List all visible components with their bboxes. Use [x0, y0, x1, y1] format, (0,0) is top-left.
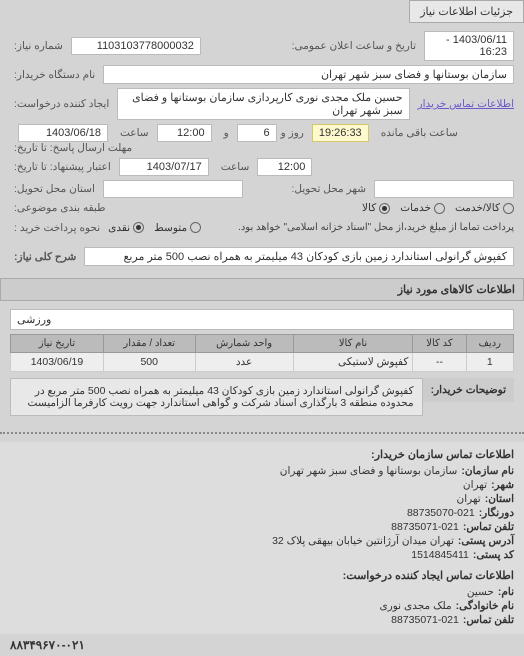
cell: 1403/06/19 [11, 353, 104, 372]
col-code: کد کالا [413, 335, 466, 353]
cell: -- [413, 353, 466, 372]
need-desc-field: کفپوش گرانولی استاندارد زمین بازی کودکان… [84, 247, 514, 266]
contact-buyer-link[interactable]: اطلاعات تماس خریدار [418, 98, 514, 110]
phone2-label: تلفن تماس: [463, 614, 514, 626]
radio-cash[interactable]: نقدی [108, 222, 144, 234]
buyer-org-label: نام دستگاه خریدار: [14, 69, 95, 81]
contact-org-title: اطلاعات تماس سازمان خریدار: [10, 448, 514, 461]
payment-label: نحوه پرداخت خرید : [14, 222, 100, 234]
c-province: تهران [457, 493, 481, 505]
radio-kala[interactable]: کالا [362, 202, 390, 214]
request-no-label: شماره نیاز: [14, 40, 63, 52]
phone: 88735071-021 [391, 521, 459, 533]
col-qty: تعداد / مقدار [103, 335, 195, 353]
radio-medium[interactable]: متوسط [154, 222, 201, 234]
c-city: تهران [463, 479, 487, 491]
province-label: استان محل تحویل: [14, 183, 95, 195]
announce-label: تاریخ و ساعت اعلان عمومی: [292, 40, 416, 52]
buyer-org-field: سازمان بوستانها و فضای سبز شهر تهران [103, 65, 514, 84]
cell: کفپوش لاستیکی [293, 353, 413, 372]
postal: 1514845411 [411, 549, 469, 561]
offer-label: اعتبار پیشنهاد: تا تاریخ: [14, 161, 111, 173]
province-field [103, 180, 243, 198]
address: تهران میدان آرژانتین خیابان بیهقی پلاک 3… [272, 535, 454, 547]
c-city-label: شهر: [491, 479, 514, 491]
family: ملک مجدی نوری [379, 600, 451, 612]
cell: 1 [466, 353, 513, 372]
col-date: تاریخ نیاز [11, 335, 104, 353]
buyer-desc-label: توضیحات خریدار: [423, 378, 514, 402]
family-label: نام خانوادگی: [456, 600, 514, 612]
time-label-1: ساعت [120, 127, 149, 139]
col-row: ردیف [466, 335, 513, 353]
divider [0, 432, 524, 434]
requester-label: ایجاد کننده درخواست: [14, 98, 109, 110]
deadline-date: 1403/06/18 [18, 124, 108, 142]
postal-label: کد پستی: [473, 549, 514, 561]
goods-header: اطلاعات کالاهای مورد نیاز [0, 278, 524, 301]
city-field [374, 180, 514, 198]
request-no-field: 1103103778000032 [71, 37, 201, 55]
goods-table: ردیف کد کالا نام کالا واحد شمارش تعداد /… [10, 334, 514, 372]
table-row[interactable]: 1 -- کفپوش لاستیکی عدد 500 1403/06/19 [11, 353, 514, 372]
footer-phone: ۸۸۳۴۹۶۷۰-۰۲۱ [0, 634, 524, 656]
c-province-label: استان: [485, 493, 514, 505]
deadline-label: مهلت ارسال پاسخ: تا تاریخ: [14, 142, 132, 154]
city-label: شهر محل تحویل: [291, 183, 366, 195]
cell: 500 [103, 353, 195, 372]
col-unit: واحد شمارش [195, 335, 293, 353]
deadline-time: 12:00 [157, 124, 212, 142]
time-label-2: ساعت [221, 161, 250, 173]
radio-kala-khadamat[interactable]: کالا/خدمت [455, 202, 514, 214]
days-remaining: 6 [237, 124, 277, 142]
name-label: نام: [498, 586, 514, 598]
category-radio-group: کالا/خدمت خدمات کالا [362, 202, 514, 214]
details-tab[interactable]: جزئیات اطلاعات نیاز [409, 0, 524, 23]
offer-date: 1403/07/17 [119, 158, 209, 176]
buyer-desc-content: کفپوش گرانولی استاندارد زمین بازی کودکان… [10, 378, 423, 416]
name: حسین [467, 586, 494, 598]
radio-khadamat[interactable]: خدمات [400, 202, 445, 214]
phone2: 88735071-021 [391, 614, 459, 626]
payment-radio-group: متوسط نقدی [108, 222, 201, 234]
days-label: روز و [281, 127, 304, 139]
org-value: سازمان بوستانها و فضای سبز شهر تهران [280, 465, 458, 477]
fax: 88735070-021 [407, 507, 475, 519]
offer-time: 12:00 [257, 158, 312, 176]
org-label: نام سازمان: [461, 465, 514, 477]
countdown-timer: 19:26:33 [312, 124, 369, 142]
need-desc-label: شرح کلی نیاز: [14, 251, 76, 263]
requester-field: حسین ملک مجدی نوری کارپردازی سازمان بوست… [117, 88, 409, 120]
remaining-label: ساعت باقی مانده [381, 127, 458, 139]
phone-label: تلفن تماس: [463, 521, 514, 533]
category-label: طبقه بندی موضوعی: [14, 202, 105, 214]
search-input[interactable]: ورزشی [10, 309, 514, 330]
col-name: نام کالا [293, 335, 413, 353]
and-label: و [224, 127, 229, 139]
fax-label: دورنگار: [479, 507, 514, 519]
payment-note: پرداخت تماما از مبلغ خرید،از محل "اسناد … [201, 218, 514, 237]
announce-datetime: 1403/06/11 - 16:23 [424, 31, 514, 61]
cell: عدد [195, 353, 293, 372]
address-label: آدرس پستی: [458, 535, 514, 547]
